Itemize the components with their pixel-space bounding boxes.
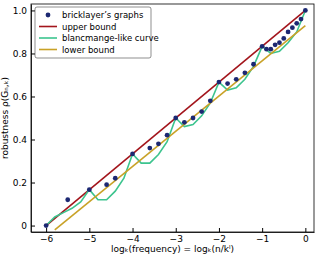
legend-line [39, 26, 57, 28]
data-point [113, 176, 118, 181]
legend-entry: blancmange-like curve [39, 33, 159, 43]
data-point [225, 81, 230, 86]
data-point [286, 30, 291, 35]
tick: 1.0 [13, 6, 35, 16]
tick-label: 0 [303, 234, 309, 244]
tick: −2 [213, 228, 226, 244]
data-point [273, 42, 278, 47]
data-point [87, 187, 92, 192]
data-point [242, 70, 247, 75]
tick-label: −4 [126, 234, 140, 244]
tick: −6 [40, 228, 54, 244]
tick-mark [31, 226, 35, 227]
legend-entry: lower bound [39, 45, 115, 55]
tick: 0.8 [13, 49, 35, 59]
data-point [217, 80, 222, 85]
tick: −3 [170, 228, 183, 244]
tick-label: −1 [256, 234, 269, 244]
tick-label: −3 [170, 234, 183, 244]
series-line [46, 10, 305, 225]
tick: −1 [256, 228, 269, 244]
tick: 0 [303, 228, 309, 244]
tick-mark [31, 140, 35, 141]
legend-label: blancmange-like curve [62, 33, 159, 43]
plot-area [44, 8, 308, 230]
tick: 0.4 [13, 135, 35, 145]
tick-mark [305, 228, 306, 232]
legend-entry: bricklayer’s graphs [46, 10, 144, 20]
tick-label: 0 [21, 221, 27, 231]
data-point [182, 120, 187, 125]
data-point [281, 36, 286, 41]
tick-label: 0.8 [13, 49, 28, 59]
y-axis-title: robustness ρ(Gₙ,ₖ) [0, 77, 10, 159]
legend-marker [46, 13, 51, 18]
axis-line [31, 5, 32, 233]
tick-mark [219, 228, 220, 232]
legend-line [39, 49, 57, 51]
series-line [46, 10, 305, 225]
tick-mark [133, 228, 134, 232]
legend-line [39, 37, 57, 39]
y-axis: 0 0.2 0.4 0.6 0.8 1.0 [13, 5, 35, 233]
chart: −6 −5 −4 −3 −2 −1 0 0 0.2 0.4 0.6 0.8 1.0 logₖ(freque… [0, 0, 320, 255]
legend-label: upper bound [62, 22, 116, 32]
data-point [156, 141, 161, 146]
data-point [104, 182, 109, 187]
data-point [268, 47, 273, 52]
tick: −4 [126, 228, 140, 244]
data-point [264, 47, 269, 52]
legend: bricklayer’s graphs upper boundblancmange… [35, 7, 159, 58]
data-point [277, 40, 282, 45]
data-point [199, 109, 204, 114]
tick-label: −2 [213, 234, 226, 244]
data-point [65, 197, 70, 202]
tick-mark [89, 228, 90, 232]
data-point [147, 146, 152, 151]
tick-mark [46, 228, 47, 232]
data-point [294, 21, 299, 26]
data-point [299, 17, 304, 22]
tick-mark [31, 10, 35, 11]
tick: 0.6 [13, 92, 35, 102]
x-axis-title: logₖ(frequency) = logₖ(n/kˡ) [111, 244, 234, 254]
tick-label: 0.2 [13, 178, 27, 188]
tick-mark [31, 183, 35, 184]
tick-mark [262, 228, 263, 232]
tick-mark [31, 96, 35, 97]
tick-label: 1.0 [13, 6, 28, 16]
tick: −5 [83, 228, 96, 244]
data-point [130, 152, 135, 157]
tick-label: 0.6 [13, 92, 28, 102]
legend-entry: upper bound [39, 22, 116, 32]
tick: 0 [21, 221, 35, 231]
data-point [251, 62, 256, 67]
axis-line [32, 232, 315, 233]
legend-label: lower bound [62, 45, 115, 55]
x-axis: −6 −5 −4 −3 −2 −1 0 [32, 228, 315, 244]
data-point [173, 116, 178, 121]
legend-label: bricklayer’s graphs [62, 10, 144, 20]
data-point [290, 25, 295, 30]
data-point [260, 44, 265, 49]
tick-mark [31, 53, 35, 54]
plot-frame [31, 4, 314, 232]
tick: 0.2 [13, 178, 35, 188]
data-point [208, 98, 213, 103]
tick-label: 0.4 [13, 135, 28, 145]
data-point [165, 133, 170, 138]
tick-label: −5 [83, 234, 96, 244]
data-point [303, 8, 308, 13]
data-point [44, 223, 49, 228]
data-point [191, 116, 196, 121]
tick-label: −6 [40, 234, 54, 244]
tick-mark [176, 228, 177, 232]
data-point [234, 77, 239, 82]
